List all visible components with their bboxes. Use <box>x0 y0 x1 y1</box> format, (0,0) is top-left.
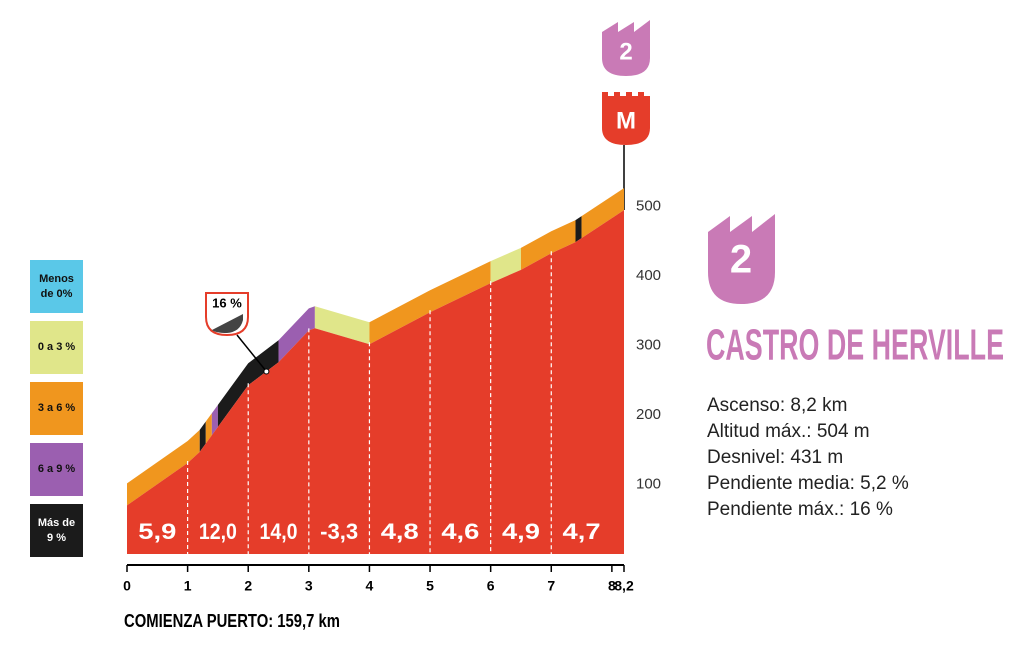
legend-item: Menos de 0% <box>39 272 74 300</box>
x-tick-label: 7 <box>547 578 555 594</box>
callout-label: 16 % <box>212 295 242 310</box>
y-tick-label: 500 <box>636 198 661 215</box>
gradient-label: 4,7 <box>563 519 601 544</box>
y-tick-label: 200 <box>636 406 661 423</box>
callout-pointer <box>236 334 267 372</box>
gradient-band <box>199 421 206 452</box>
category-number: 2 <box>730 238 752 282</box>
gradient-band <box>205 413 212 444</box>
x-tick-label: 2 <box>244 578 252 594</box>
x-tick-label: 8,2 <box>614 578 634 594</box>
legend-label: Menos de 0% <box>39 272 74 300</box>
x-tick-label: 1 <box>184 578 192 594</box>
gradient-label: 4,6 <box>441 519 479 544</box>
summit-category: 2 <box>619 38 632 65</box>
x-tick-label: 8 <box>608 578 616 594</box>
legend-label: 3 a 6 % <box>37 402 76 414</box>
start-label: COMIENZA PUERTO: 159,7 km <box>124 611 340 631</box>
gradient-band <box>581 188 624 239</box>
summit-badge <box>602 92 650 145</box>
gradient-label: 12,0 <box>199 519 237 544</box>
stat-line: Desnivel: 431 m <box>707 447 843 468</box>
gradient-band <box>575 216 582 243</box>
gradient-label: 5,9 <box>138 519 176 544</box>
callout-dot <box>263 368 270 375</box>
x-tick-label: 3 <box>305 578 313 594</box>
legend-swatch <box>30 382 83 435</box>
summit-category-badge <box>602 20 650 76</box>
x-tick-label: 0 <box>123 578 131 594</box>
gradient-label: -3,3 <box>320 519 358 544</box>
y-tick-label: 100 <box>636 476 661 493</box>
stat-line: Altitud máx.: 504 m <box>707 421 870 442</box>
gradient-band <box>490 247 521 284</box>
stat-line: Ascenso: 8,2 km <box>707 395 847 416</box>
x-tick-label: 6 <box>487 578 495 594</box>
y-tick-label: 300 <box>636 337 661 354</box>
summit-checker <box>602 92 650 96</box>
x-tick-label: 5 <box>426 578 434 594</box>
stat-line: Pendiente máx.: 16 % <box>707 499 893 520</box>
gradient-band <box>314 306 370 345</box>
stat-line: Pendiente media: 5,2 % <box>707 473 909 494</box>
summit-mark: M <box>616 107 636 134</box>
gradient-band <box>369 261 491 345</box>
x-tick-label: 4 <box>366 578 374 594</box>
gradient-band <box>127 429 200 506</box>
legend-label: 0 a 3 % <box>37 341 76 353</box>
legend-item: 6 a 9 % <box>37 463 76 475</box>
climb-name: CASTRO DE HERVILLE <box>706 321 1004 370</box>
legend-item: Más de 9 % <box>37 516 76 544</box>
gradient-band <box>278 306 315 363</box>
legend-label: 6 a 9 % <box>37 463 76 475</box>
legend-swatch <box>30 260 83 313</box>
legend-swatch <box>30 504 83 557</box>
gradient-band <box>211 404 218 436</box>
legend-swatch <box>30 321 83 374</box>
gradient-band <box>520 220 576 270</box>
legend-swatch <box>30 443 83 496</box>
category-badge <box>708 214 775 304</box>
legend-item: 0 a 3 % <box>37 341 76 353</box>
callout-icon <box>212 314 243 333</box>
gradient-label: 4,8 <box>381 519 419 544</box>
legend-item: 3 a 6 % <box>37 402 76 414</box>
gradient-label: 4,9 <box>502 519 540 544</box>
y-tick-label: 400 <box>636 267 661 284</box>
legend-label: Más de 9 % <box>37 516 76 544</box>
profile-area <box>127 210 624 554</box>
gradient-label: 14,0 <box>260 519 298 544</box>
